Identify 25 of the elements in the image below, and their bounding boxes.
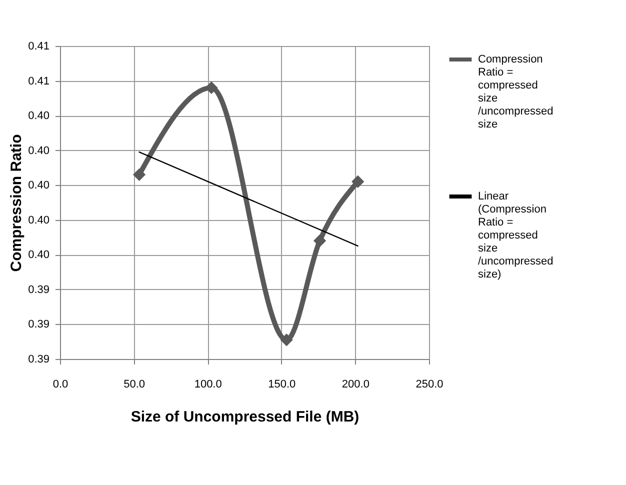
- y-tick-label: 0.40: [28, 110, 50, 122]
- y-tick-label: 0.40: [28, 180, 50, 192]
- y-tick-label: 0.39: [28, 318, 50, 331]
- legend-label: Linear (Compression Ratio = compressed size /uncompressed size): [478, 190, 554, 280]
- x-tick-label: 200.0: [342, 378, 370, 390]
- y-tick-label: 0.40: [28, 214, 50, 226]
- y-tick-label: 0.41: [28, 75, 50, 88]
- y-axis-title: Compression Ratio: [8, 134, 26, 272]
- legend-label: Compression Ratio = compressed size /uncompressed size: [478, 54, 554, 130]
- x-tick-label: 250.0: [416, 378, 444, 390]
- point: [352, 175, 364, 188]
- point: [205, 81, 218, 94]
- x-tick-label: 100.0: [194, 378, 222, 390]
- point: [280, 334, 293, 346]
- y-tick-label: 0.39: [28, 354, 50, 366]
- point: [313, 234, 326, 248]
- x-tick-label: 150.0: [268, 378, 296, 390]
- y-tick-label: 0.39: [28, 284, 50, 296]
- y-tick-label: 0.40: [28, 144, 50, 157]
- point: [132, 168, 146, 182]
- y-tick-label: 0.40: [28, 249, 50, 262]
- x-axis-title: Size of Uncompressed File (MB): [130, 408, 360, 426]
- y-tick-label: 0.41: [28, 40, 50, 52]
- x-tick-label: 50.0: [124, 378, 146, 390]
- x-tick-label: 0.0: [52, 378, 68, 390]
